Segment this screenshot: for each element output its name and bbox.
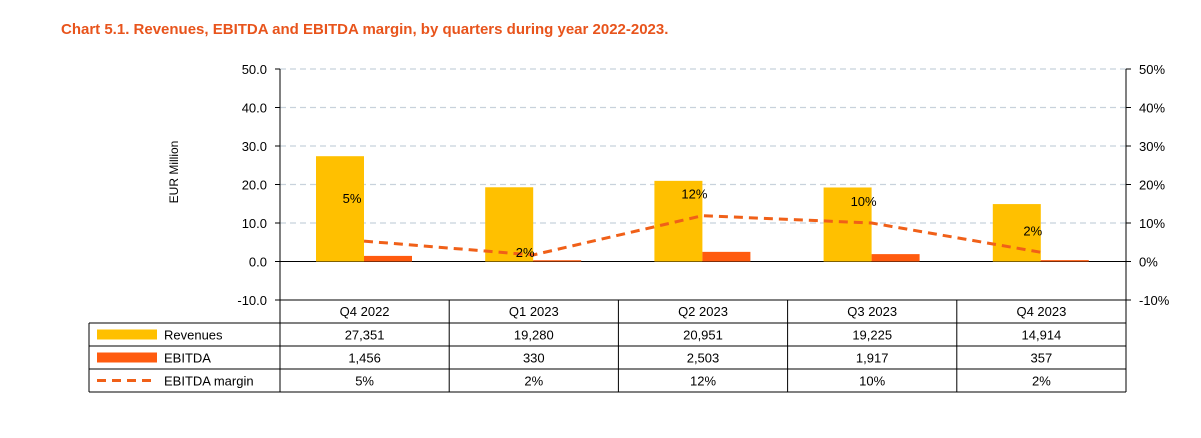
y-tick-label: 40.0 bbox=[242, 101, 267, 116]
legend-swatch-revenues bbox=[97, 329, 157, 340]
table-cell: 12% bbox=[690, 374, 716, 389]
data-label-margin: 10% bbox=[851, 194, 877, 209]
y2-tick-label: -10% bbox=[1139, 293, 1170, 308]
chart-title: Chart 5.1. Revenues, EBITDA and EBITDA m… bbox=[61, 21, 669, 38]
category-label: Q4 2022 bbox=[340, 304, 390, 319]
y2-tick-label: 10% bbox=[1139, 216, 1165, 231]
y-tick-label: -10.0 bbox=[237, 293, 267, 308]
table-cell: 19,225 bbox=[852, 328, 892, 343]
legend-label: EBITDA bbox=[164, 351, 211, 366]
y2-tick-label: 30% bbox=[1139, 139, 1165, 154]
data-label-margin: 5% bbox=[343, 191, 362, 206]
bar-revenues bbox=[485, 187, 534, 262]
y-axis-title: EUR Million bbox=[167, 141, 181, 204]
bar-ebitda bbox=[533, 260, 582, 262]
data-label-margin: 12% bbox=[681, 187, 707, 202]
table-cell: 1,456 bbox=[348, 351, 381, 366]
bar-ebitda bbox=[702, 251, 751, 262]
table-cell: 14,914 bbox=[1022, 328, 1062, 343]
y2-tick-label: 0% bbox=[1139, 255, 1158, 270]
legend-swatch-ebitda bbox=[97, 352, 157, 363]
category-label: Q1 2023 bbox=[509, 304, 559, 319]
table-cell: 20,951 bbox=[683, 328, 723, 343]
y-tick-label: 10.0 bbox=[242, 216, 267, 231]
bar-revenues bbox=[823, 187, 872, 262]
y-tick-label: 0.0 bbox=[249, 255, 267, 270]
category-label: Q4 2023 bbox=[1016, 304, 1066, 319]
table-cell: 5% bbox=[355, 374, 374, 389]
y-tick-label: 30.0 bbox=[242, 139, 267, 154]
y-tick-label: 50.0 bbox=[242, 62, 267, 77]
table-cell: 2% bbox=[1032, 374, 1051, 389]
y2-tick-label: 40% bbox=[1139, 101, 1165, 116]
line-ebitda-margin bbox=[363, 214, 1042, 257]
table-cell: 10% bbox=[859, 374, 885, 389]
category-label: Q2 2023 bbox=[678, 304, 728, 319]
y2-tick-label: 50% bbox=[1139, 62, 1165, 77]
table-cell: 330 bbox=[523, 351, 545, 366]
table-cell: 19,280 bbox=[514, 328, 554, 343]
table-cell: 2,503 bbox=[687, 351, 720, 366]
bar-ebitda bbox=[871, 254, 920, 262]
table-cell: 27,351 bbox=[345, 328, 385, 343]
category-label: Q3 2023 bbox=[847, 304, 897, 319]
data-label-margin: 2% bbox=[1023, 223, 1042, 238]
bar-revenues bbox=[316, 156, 364, 262]
data-label-margin: 2% bbox=[516, 245, 535, 260]
legend-label: EBITDA margin bbox=[164, 374, 254, 389]
table-cell: 2% bbox=[524, 374, 543, 389]
legend-label: Revenues bbox=[164, 328, 223, 343]
table-cell: 1,917 bbox=[856, 351, 889, 366]
bar-ebitda bbox=[364, 255, 412, 262]
table-cell: 357 bbox=[1031, 351, 1053, 366]
bar-ebitda bbox=[1040, 260, 1089, 262]
y2-tick-label: 20% bbox=[1139, 178, 1165, 193]
y-tick-label: 20.0 bbox=[242, 178, 267, 193]
